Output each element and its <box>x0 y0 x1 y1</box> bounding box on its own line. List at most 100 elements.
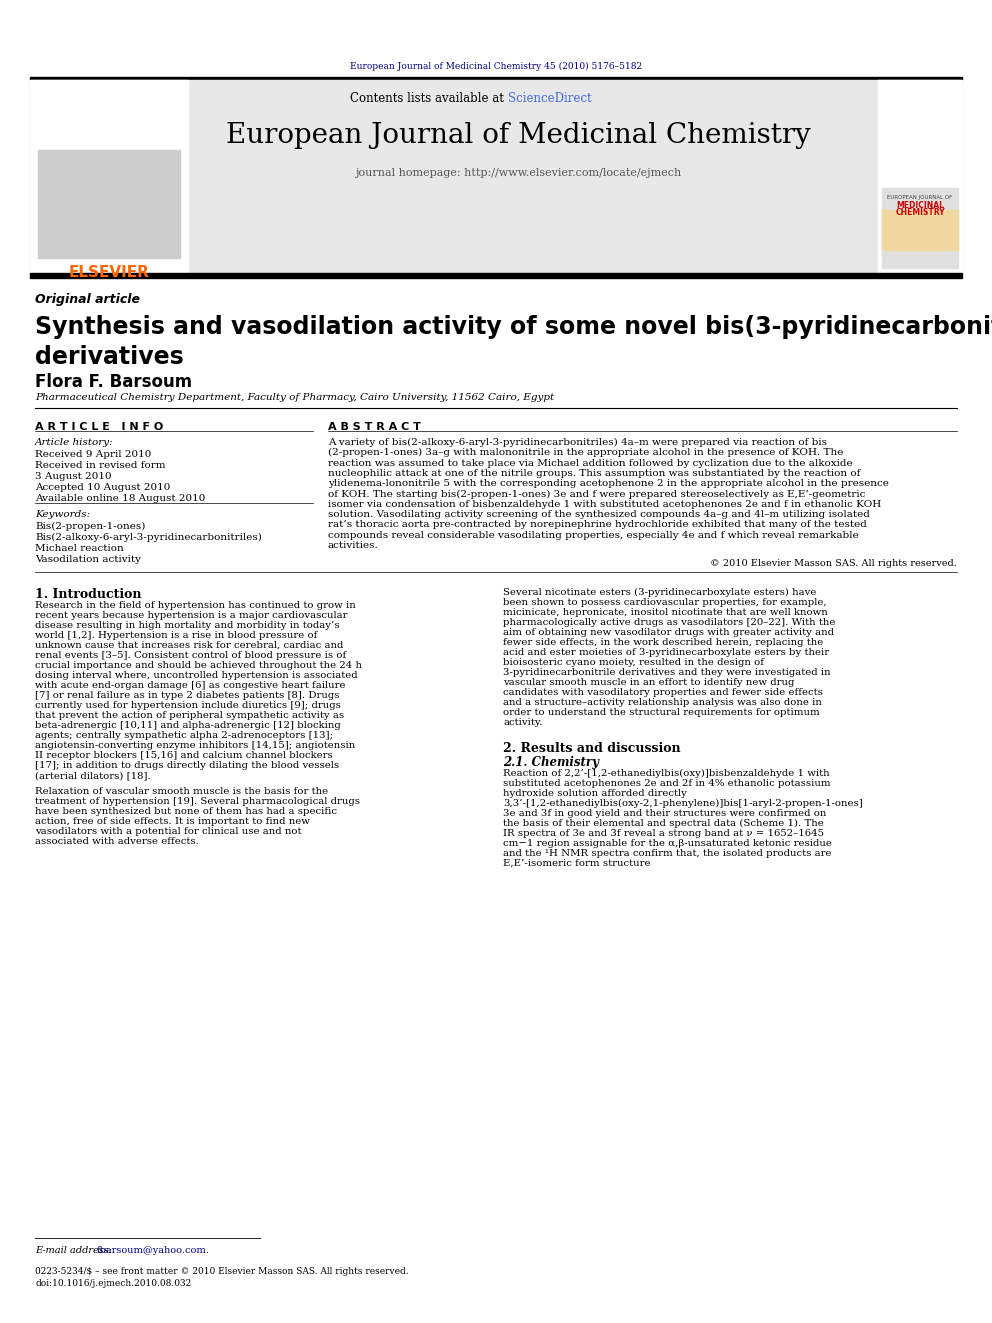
Text: Keywords:: Keywords: <box>35 509 90 519</box>
Text: been shown to possess cardiovascular properties, for example,: been shown to possess cardiovascular pro… <box>503 598 826 607</box>
Text: Reaction of 2,2’-[1,2-ethanediylbis(oxy)]bisbenzaldehyde 1 with: Reaction of 2,2’-[1,2-ethanediylbis(oxy)… <box>503 769 829 778</box>
Text: bioisosteric cyano moiety, resulted in the design of: bioisosteric cyano moiety, resulted in t… <box>503 658 764 667</box>
Text: of KOH. The starting bis(2-propen-1-ones) 3e and f were prepared stereoselective: of KOH. The starting bis(2-propen-1-ones… <box>328 490 865 499</box>
Text: 0223-5234/$ – see front matter © 2010 Elsevier Masson SAS. All rights reserved.: 0223-5234/$ – see front matter © 2010 El… <box>35 1267 409 1275</box>
Text: aim of obtaining new vasodilator drugs with greater activity and: aim of obtaining new vasodilator drugs w… <box>503 628 834 636</box>
Text: order to understand the structural requirements for optimum: order to understand the structural requi… <box>503 708 819 717</box>
Text: angiotensin-converting enzyme inhibitors [14,15]; angiotensin: angiotensin-converting enzyme inhibitors… <box>35 741 355 750</box>
Text: associated with adverse effects.: associated with adverse effects. <box>35 837 198 845</box>
Text: vasodilators with a potential for clinical use and not: vasodilators with a potential for clinic… <box>35 827 302 836</box>
Text: A variety of bis(2-alkoxy-6-aryl-3-pyridinecarbonitriles) 4a–m were prepared via: A variety of bis(2-alkoxy-6-aryl-3-pyrid… <box>328 438 827 447</box>
Text: European Journal of Medicinal Chemistry: European Journal of Medicinal Chemistry <box>225 122 810 149</box>
Text: Accepted 10 August 2010: Accepted 10 August 2010 <box>35 483 171 492</box>
Text: recent years because hypertension is a major cardiovascular: recent years because hypertension is a m… <box>35 611 347 620</box>
Text: beta-adrenergic [10,11] and alpha-adrenergic [12] blocking: beta-adrenergic [10,11] and alpha-adrene… <box>35 721 340 730</box>
Bar <box>882 188 958 269</box>
Text: MEDICINAL: MEDICINAL <box>896 201 944 210</box>
Text: candidates with vasodilatory properties and fewer side effects: candidates with vasodilatory properties … <box>503 688 823 697</box>
Text: vascular smooth muscle in an effort to identify new drug: vascular smooth muscle in an effort to i… <box>503 677 795 687</box>
Text: and the ¹H NMR spectra confirm that, the isolated products are: and the ¹H NMR spectra confirm that, the… <box>503 849 831 859</box>
Text: micinicate, hepronicate, inositol nicotinate that are well known: micinicate, hepronicate, inositol nicoti… <box>503 609 827 617</box>
Text: E-mail address:: E-mail address: <box>35 1246 112 1256</box>
Text: nucleophilic attack at one of the nitrile groups. This assumption was substantia: nucleophilic attack at one of the nitril… <box>328 468 860 478</box>
Text: rat’s thoracic aorta pre-contracted by norepinephrine hydrochloride exhibited th: rat’s thoracic aorta pre-contracted by n… <box>328 520 867 529</box>
Text: Synthesis and vasodilation activity of some novel bis(3-pyridinecarbonitrile)
de: Synthesis and vasodilation activity of s… <box>35 315 992 369</box>
Text: 2.1. Chemistry: 2.1. Chemistry <box>503 755 599 769</box>
Text: ScienceDirect: ScienceDirect <box>508 93 591 105</box>
Text: journal homepage: http://www.elsevier.com/locate/ejmech: journal homepage: http://www.elsevier.co… <box>355 168 682 179</box>
Text: 1. Introduction: 1. Introduction <box>35 587 142 601</box>
Text: EUROPEAN JOURNAL OF: EUROPEAN JOURNAL OF <box>888 194 952 200</box>
Text: with acute end-organ damage [6] as congestive heart failure: with acute end-organ damage [6] as conge… <box>35 681 345 691</box>
Text: E,E’-isomeric form structure: E,E’-isomeric form structure <box>503 859 651 868</box>
Text: currently used for hypertension include diuretics [9]; drugs: currently used for hypertension include … <box>35 701 341 710</box>
Text: Available online 18 August 2010: Available online 18 August 2010 <box>35 493 205 503</box>
Text: world [1,2]. Hypertension is a rise in blood pressure of: world [1,2]. Hypertension is a rise in b… <box>35 631 317 640</box>
Text: A R T I C L E   I N F O: A R T I C L E I N F O <box>35 422 164 433</box>
Text: unknown cause that increases risk for cerebral, cardiac and: unknown cause that increases risk for ce… <box>35 642 343 650</box>
Text: dosing interval where, uncontrolled hypertension is associated: dosing interval where, uncontrolled hype… <box>35 671 358 680</box>
Text: ylidenema­lononitrile 5 with the corresponding acetophenone 2 in the appropriate: ylidenema­lononitrile 5 with the corresp… <box>328 479 889 488</box>
Text: (arterial dilators) [18].: (arterial dilators) [18]. <box>35 771 151 781</box>
Bar <box>878 79 962 275</box>
Text: European Journal of Medicinal Chemistry 45 (2010) 5176–5182: European Journal of Medicinal Chemistry … <box>350 62 642 71</box>
Text: ELSEVIER: ELSEVIER <box>68 265 150 280</box>
Text: Received in revised form: Received in revised form <box>35 460 166 470</box>
Text: hydroxide solution afforded directly: hydroxide solution afforded directly <box>503 789 686 798</box>
Text: 3,3’-[1,2-ethanediylbis(oxy-2,1-phenylene)]bis[1-aryl-2-propen-1-ones]: 3,3’-[1,2-ethanediylbis(oxy-2,1-phenylen… <box>503 799 863 808</box>
Text: 3-pyridinecarbonitrile derivatives and they were investigated in: 3-pyridinecarbonitrile derivatives and t… <box>503 668 830 677</box>
Text: fbarsoum@yahoo.com.: fbarsoum@yahoo.com. <box>97 1246 210 1256</box>
Text: and a structure–activity relationship analysis was also done in: and a structure–activity relationship an… <box>503 699 822 706</box>
Text: fewer side effects, in the work described herein, replacing the: fewer side effects, in the work describe… <box>503 638 823 647</box>
Text: Bis(2-alkoxy-6-aryl-3-pyridinecarbonitriles): Bis(2-alkoxy-6-aryl-3-pyridinecarbonitri… <box>35 533 262 542</box>
Text: (2-propen-1-ones) 3a–g with malononitrile in the appropriate alcohol in the pres: (2-propen-1-ones) 3a–g with malononitril… <box>328 448 843 458</box>
Bar <box>882 210 958 250</box>
Text: crucial importance and should be achieved throughout the 24 h: crucial importance and should be achieve… <box>35 662 362 669</box>
Text: action, free of side effects. It is important to find new: action, free of side effects. It is impo… <box>35 818 310 826</box>
Bar <box>30 77 962 79</box>
Text: 2. Results and discussion: 2. Results and discussion <box>503 742 681 755</box>
Text: Received 9 April 2010: Received 9 April 2010 <box>35 450 152 459</box>
Text: 3e and 3f in good yield and their structures were confirmed on: 3e and 3f in good yield and their struct… <box>503 808 826 818</box>
Text: © 2010 Elsevier Masson SAS. All rights reserved.: © 2010 Elsevier Masson SAS. All rights r… <box>710 560 957 569</box>
Text: reaction was assumed to take place via Michael addition followed by cyclization : reaction was assumed to take place via M… <box>328 459 853 467</box>
Text: the basis of their elemental and spectral data (Scheme 1). The: the basis of their elemental and spectra… <box>503 819 823 828</box>
Bar <box>38 149 180 258</box>
Text: that prevent the action of peripheral sympathetic activity as: that prevent the action of peripheral sy… <box>35 710 344 720</box>
Text: Contents lists available at: Contents lists available at <box>350 93 508 105</box>
Text: substituted acetophenones 2e and 2f in 4% ethanolic potassium: substituted acetophenones 2e and 2f in 4… <box>503 779 830 789</box>
Text: activities.: activities. <box>328 541 379 550</box>
Text: renal events [3–5]. Consistent control of blood pressure is of: renal events [3–5]. Consistent control o… <box>35 651 346 660</box>
Bar <box>30 79 962 275</box>
Text: cm−1 region assignable for the α,β-unsaturated ketonic residue: cm−1 region assignable for the α,β-unsat… <box>503 839 832 848</box>
Text: Research in the field of hypertension has continued to grow in: Research in the field of hypertension ha… <box>35 601 356 610</box>
Text: [17]; in addition to drugs directly dilating the blood vessels: [17]; in addition to drugs directly dila… <box>35 761 339 770</box>
Text: disease resulting in high mortality and morbidity in today’s: disease resulting in high mortality and … <box>35 620 339 630</box>
Text: Vasodilation activity: Vasodilation activity <box>35 556 141 564</box>
Text: pharmacologically active drugs as vasodilators [20–22]. With the: pharmacologically active drugs as vasodi… <box>503 618 835 627</box>
Bar <box>30 273 962 278</box>
Text: A B S T R A C T: A B S T R A C T <box>328 422 421 433</box>
Text: isomer via condensation of bisbenzaldehyde 1 with substituted acetophenones 2e a: isomer via condensation of bisbenzaldehy… <box>328 500 881 509</box>
Text: 3 August 2010: 3 August 2010 <box>35 472 112 482</box>
Text: Article history:: Article history: <box>35 438 114 447</box>
Text: doi:10.1016/j.ejmech.2010.08.032: doi:10.1016/j.ejmech.2010.08.032 <box>35 1279 191 1289</box>
Text: have been synthesized but none of them has had a specific: have been synthesized but none of them h… <box>35 807 337 816</box>
Text: agents; centrally sympathetic alpha 2-adrenoceptors [13];: agents; centrally sympathetic alpha 2-ad… <box>35 732 333 740</box>
Bar <box>30 79 188 275</box>
Text: treatment of hypertension [19]. Several pharmacological drugs: treatment of hypertension [19]. Several … <box>35 796 360 806</box>
Text: Original article: Original article <box>35 292 140 306</box>
Text: CHEMISTRY: CHEMISTRY <box>895 208 944 217</box>
Text: Bis(2-propen-1-ones): Bis(2-propen-1-ones) <box>35 523 146 531</box>
Text: compounds reveal considerable vasodilating properties, especially 4e and f which: compounds reveal considerable vasodilati… <box>328 531 859 540</box>
Text: [7] or renal failure as in type 2 diabetes patients [8]. Drugs: [7] or renal failure as in type 2 diabet… <box>35 691 339 700</box>
Text: Pharmaceutical Chemistry Department, Faculty of Pharmacy, Cairo University, 1156: Pharmaceutical Chemistry Department, Fac… <box>35 393 555 402</box>
Text: activity.: activity. <box>503 718 543 728</box>
Text: II receptor blockers [15,16] and calcium channel blockers: II receptor blockers [15,16] and calcium… <box>35 751 332 759</box>
Text: IR spectra of 3e and 3f reveal a strong band at ν = 1652–1645: IR spectra of 3e and 3f reveal a strong … <box>503 830 824 837</box>
Text: acid and ester moieties of 3-pyridinecarboxylate esters by their: acid and ester moieties of 3-pyridinecar… <box>503 648 829 658</box>
Text: solution. Vasodilating activity screening of the synthesized compounds 4a–g and : solution. Vasodilating activity screenin… <box>328 511 870 519</box>
Text: Michael reaction: Michael reaction <box>35 544 124 553</box>
Text: Flora F. Barsoum: Flora F. Barsoum <box>35 373 192 392</box>
Text: Several nicotinate esters (3-pyridinecarboxylate esters) have: Several nicotinate esters (3-pyridinecar… <box>503 587 816 597</box>
